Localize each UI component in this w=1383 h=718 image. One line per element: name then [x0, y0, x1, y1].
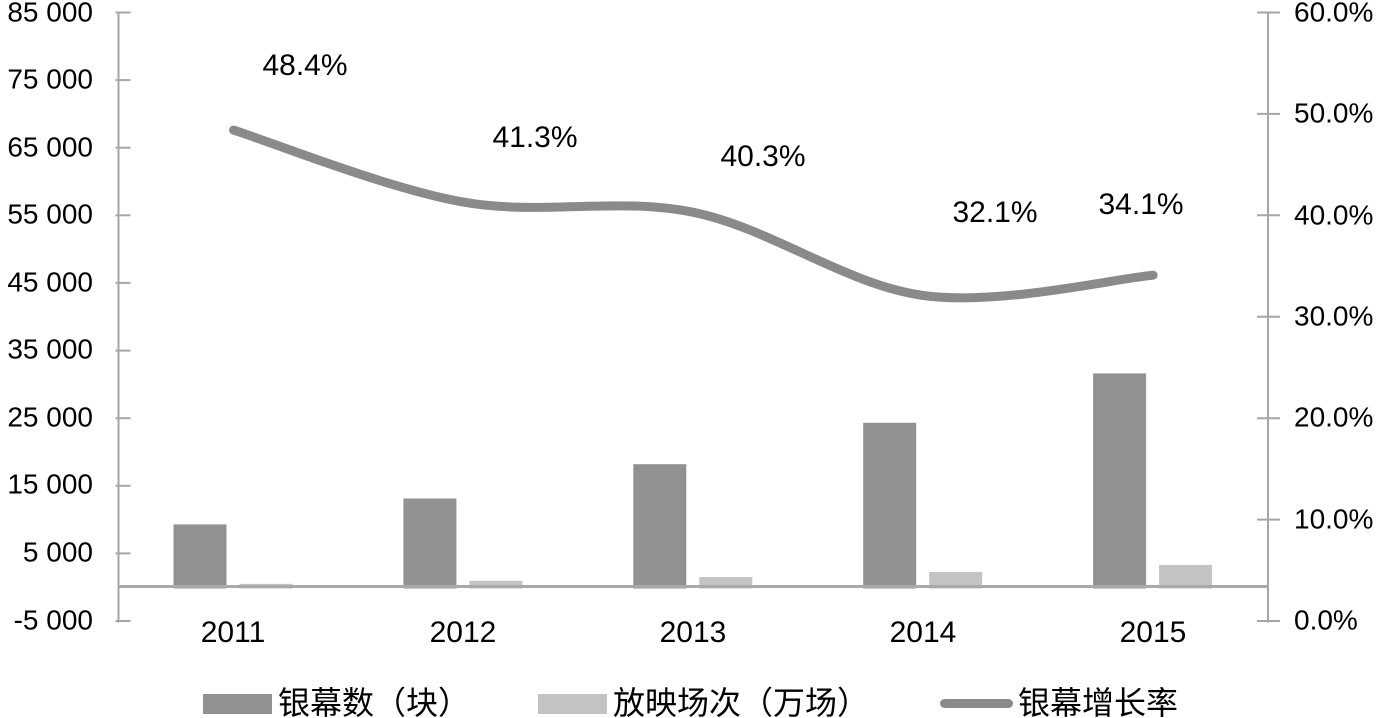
right-axis-tick-label: 0.0%	[1294, 604, 1358, 636]
legend-swatch-growth-rate-line	[940, 699, 1013, 708]
line-data-label: 48.4%	[262, 49, 348, 82]
legend-label-growth-rate: 银幕增长率	[1018, 685, 1179, 718]
left-axis-tick-label: 85 000	[7, 0, 93, 28]
left-axis-tick-label: 45 000	[7, 266, 93, 298]
left-axis-tick-label: 35 000	[7, 333, 93, 365]
left-axis-tick-label: 65 000	[7, 131, 93, 163]
legend-label-screenings: 放映场次（万场）	[613, 685, 870, 718]
line-data-label: 34.1%	[1098, 188, 1184, 221]
right-axis-tick-label: 10.0%	[1294, 503, 1374, 535]
left-axis-tick-label: -5 000	[13, 604, 93, 636]
line-data-label: 41.3%	[492, 121, 578, 154]
right-axis-tick-label: 30.0%	[1294, 300, 1374, 332]
left-axis-tick-label: 55 000	[7, 198, 93, 230]
line-data-label: 32.1%	[952, 196, 1038, 229]
x-axis-year-label: 2012	[429, 616, 497, 649]
left-axis-tick-label: 15 000	[7, 468, 93, 500]
left-axis-tick-label: 5 000	[22, 536, 93, 568]
right-axis-tick-label: 20.0%	[1294, 401, 1374, 433]
line-data-label: 40.3%	[720, 140, 806, 173]
x-axis-year-label: 2011	[200, 616, 266, 649]
legend-label-screens: 银幕数（块）	[278, 685, 471, 718]
right-axis-tick-label: 50.0%	[1294, 97, 1374, 129]
right-axis-tick-label: 40.0%	[1294, 199, 1374, 231]
left-axis-tick-label: 75 000	[7, 63, 93, 95]
x-axis-year-label: 2015	[1119, 616, 1187, 649]
right-axis-tick-label: 60.0%	[1294, 0, 1374, 28]
x-axis-year-label: 2014	[889, 616, 957, 649]
left-axis-tick-label: 25 000	[7, 401, 93, 433]
x-axis-year-label: 2013	[659, 616, 727, 649]
legend-swatch-screenings	[538, 694, 607, 714]
legend-swatch-screens	[203, 694, 272, 714]
